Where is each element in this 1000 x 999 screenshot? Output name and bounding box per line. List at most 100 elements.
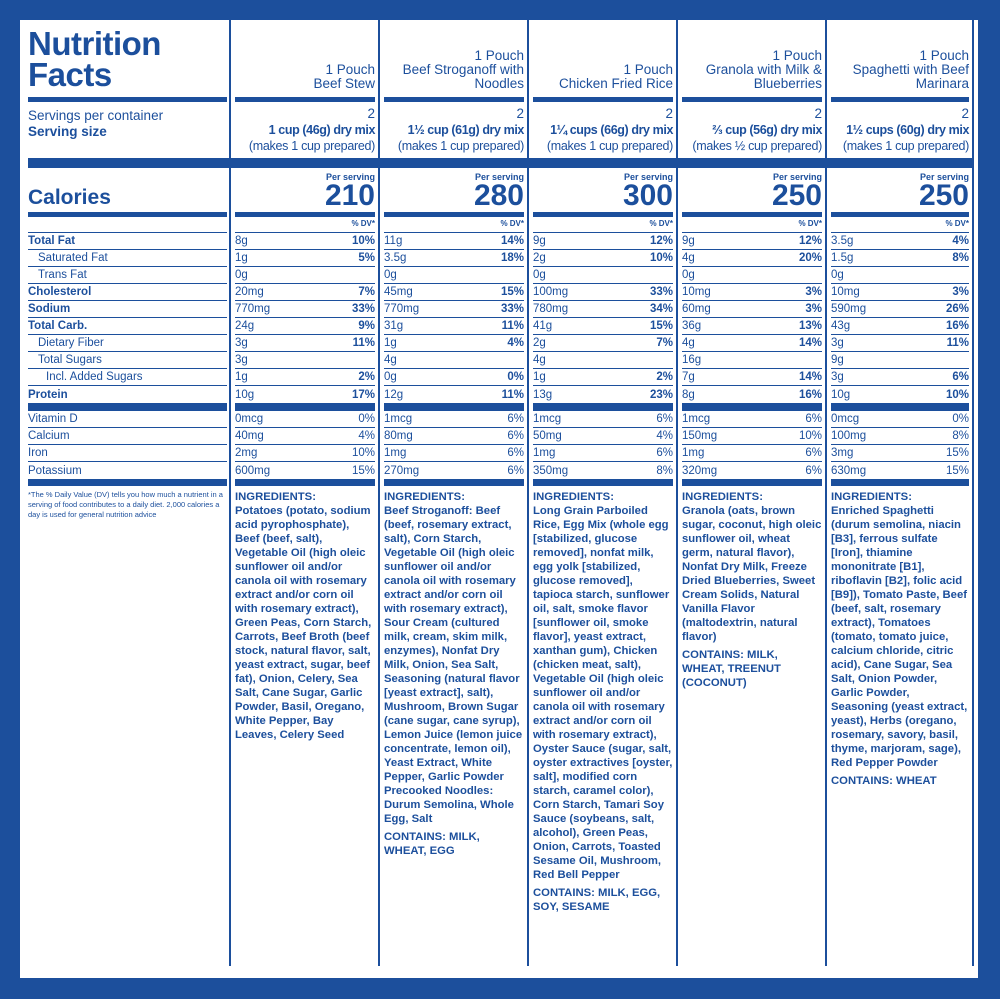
servings-per-container: 2 xyxy=(814,106,822,121)
vitamin-dv: 15% xyxy=(351,464,375,477)
nutrient-row: 10mg 3% xyxy=(831,284,969,301)
ingredients-text: Beef Stroganoff: Beef (beef, rosemary ex… xyxy=(384,504,524,784)
serving-labels: Servings per container Serving size xyxy=(28,102,227,157)
nutrient-amount: 16g xyxy=(682,354,702,366)
nutrient-label: Dietary Fiber xyxy=(38,337,104,349)
nutrient-amount: 8g xyxy=(235,235,248,247)
nutrient-labels: Total Fat Saturated Fat Trans Fat Cholester… xyxy=(28,233,227,403)
nutrient-row: 100mg 33% xyxy=(533,284,673,301)
prepared-amount: (makes 1 cup prepared) xyxy=(397,139,524,153)
vitamin-dv: 15% xyxy=(945,447,969,459)
nutrient-amount: 43g xyxy=(831,320,851,332)
nutrient-amount: 1g xyxy=(235,371,248,383)
product-column: 1 Pouch Chicken Fried Rice 2 1¼ cups (66g) … xyxy=(527,20,676,966)
dv-footnote: *The % Daily Value (DV) tells you how mu… xyxy=(28,490,223,519)
ingredients-list: Beef (beef, rosemary extract, salt), Cor… xyxy=(384,505,523,783)
nutrient-dv: 11% xyxy=(501,388,524,401)
nutrient-values: 8g 10% 1g 5% 0g 20mg 7% 770mg 33% 24g 9% 3g 11% 3g 1g 2… xyxy=(235,233,375,403)
ingredients-heading: INGREDIENTS: xyxy=(682,491,763,503)
vitamin-dv: 4% xyxy=(358,430,375,442)
divider xyxy=(235,479,375,486)
ingredients-list: Long Grain Parboiled Rice, Egg Mix (whol… xyxy=(533,505,673,881)
divider xyxy=(384,97,524,102)
per-serving-label: Per serving xyxy=(474,172,524,182)
nutrient-amount: 4g xyxy=(682,337,695,349)
nutrient-row: 1.5g 8% xyxy=(831,250,969,267)
vitamin-values: 1mcg 6% 80mg 6% 1mg 6% 270mg 6% xyxy=(384,411,524,479)
servings-per-container: 2 xyxy=(367,106,375,121)
calories-block: Per serving 250 xyxy=(682,172,822,212)
vitamin-dv: 0% xyxy=(952,413,969,425)
nutrient-amount: 8g xyxy=(682,388,695,401)
calories-value: 250 xyxy=(918,179,969,212)
nutrient-values: 11g 14% 3.5g 18% 0g 45mg 15% 770mg 33% 31g 11% 1g 4%… xyxy=(384,233,524,403)
nutrient-dv: 16% xyxy=(945,320,969,332)
nutrient-amount: 2g xyxy=(533,337,546,349)
nutrient-row: 4g 14% xyxy=(682,335,822,352)
divider xyxy=(533,479,673,486)
nutrient-amount: 1g xyxy=(235,252,248,264)
pouch-label: 1 Pouch xyxy=(325,62,375,77)
vitamin-amount: 1mcg xyxy=(533,413,562,425)
divider xyxy=(235,403,375,411)
serving-size: 1½ cups (60g) dry mix xyxy=(846,123,969,137)
nutrient-row: 13g 23% xyxy=(533,386,673,403)
nutrient-dv: 4% xyxy=(952,235,969,247)
ingredients-text: Precooked Noodles: Durum Semolina, Whole… xyxy=(384,784,524,826)
vitamin-row: 320mg 6% xyxy=(682,462,822,479)
prepared-amount: (makes 1 cup prepared) xyxy=(248,139,375,153)
nutrient-row: 0g xyxy=(384,267,524,284)
nutrient-row: 36g 13% xyxy=(682,318,822,335)
calories-block: Per serving 250 xyxy=(831,172,969,212)
nutrient-amount: 10g xyxy=(831,388,851,401)
nutrient-dv: 5% xyxy=(358,252,375,264)
nutrient-row: 3.5g 18% xyxy=(384,250,524,267)
nutrient-row: 3g xyxy=(235,352,375,369)
product-header: 1 Pouch Spaghetti with Beef Marinara xyxy=(831,20,969,97)
nutrient-row: 10g 17% xyxy=(235,386,375,403)
nutrient-amount: 4g xyxy=(384,354,397,366)
nutrient-label: Incl. Added Sugars xyxy=(46,371,143,383)
vitamin-row: 350mg 8% xyxy=(533,462,673,479)
nutrient-row: 10mg 3% xyxy=(682,284,822,301)
nutrient-row: 3g 6% xyxy=(831,369,969,386)
vitamin-label: Potassium xyxy=(28,464,82,477)
vitamin-dv: 6% xyxy=(656,413,673,425)
nutrient-dv: 14% xyxy=(500,235,524,247)
vitamin-row: 3mg 15% xyxy=(831,445,969,462)
nutrient-row: 1g 4% xyxy=(384,335,524,352)
nutrient-row: 0g xyxy=(682,267,822,284)
divider xyxy=(384,212,524,217)
nutrient-row: 43g 16% xyxy=(831,318,969,335)
ingredients-block: INGREDIENTS: Long Grain Parboiled Rice, E… xyxy=(533,486,673,914)
nutrient-amount: 1g xyxy=(384,337,397,349)
nutrient-dv: 8% xyxy=(952,252,969,264)
nutrient-row: 4g xyxy=(533,352,673,369)
prepared-amount: (makes 1 cup prepared) xyxy=(842,139,969,153)
divider xyxy=(533,403,673,411)
nutrient-row: 2g 10% xyxy=(533,250,673,267)
vitamin-amount: 270mg xyxy=(384,464,420,477)
vitamin-label: Iron xyxy=(28,447,48,459)
vitamin-label-row: Iron xyxy=(28,445,227,462)
divider xyxy=(831,479,969,486)
nutrient-dv: 10% xyxy=(945,388,969,401)
nutrient-row: 3g 11% xyxy=(235,335,375,352)
vitamin-values: 1mcg 6% 50mg 4% 1mg 6% 350mg 8% xyxy=(533,411,673,479)
ingredients-list: Granola (oats, brown sugar, coconut, hig… xyxy=(682,505,822,643)
nutrient-label-row: Cholesterol xyxy=(28,284,227,301)
nutrient-dv: 33% xyxy=(500,303,524,315)
nutrient-amount: 11g xyxy=(384,235,403,247)
nutrient-amount: 10g xyxy=(235,388,255,401)
vitamin-row: 1mg 6% xyxy=(533,445,673,462)
nutrient-dv: 10% xyxy=(649,252,673,264)
ingredients-subheading: Precooked Noodles: xyxy=(384,785,494,797)
ingredients-text: Enriched Spaghetti (durum semolina, niac… xyxy=(831,504,969,770)
calories-block: Per serving 210 xyxy=(235,172,375,212)
nutrient-row: 3g 11% xyxy=(831,335,969,352)
nutrient-row: 9g xyxy=(831,352,969,369)
per-serving-label: Per serving xyxy=(623,172,673,182)
nutrient-amount: 3.5g xyxy=(384,252,407,264)
allergen-statement: CONTAINS: MILK, WHEAT, EGG xyxy=(384,831,480,857)
nutrient-values: 9g 12% 4g 20% 0g 10mg 3% 60mg 3% 36g 13% 4g 14% 16g 7g… xyxy=(682,233,822,403)
